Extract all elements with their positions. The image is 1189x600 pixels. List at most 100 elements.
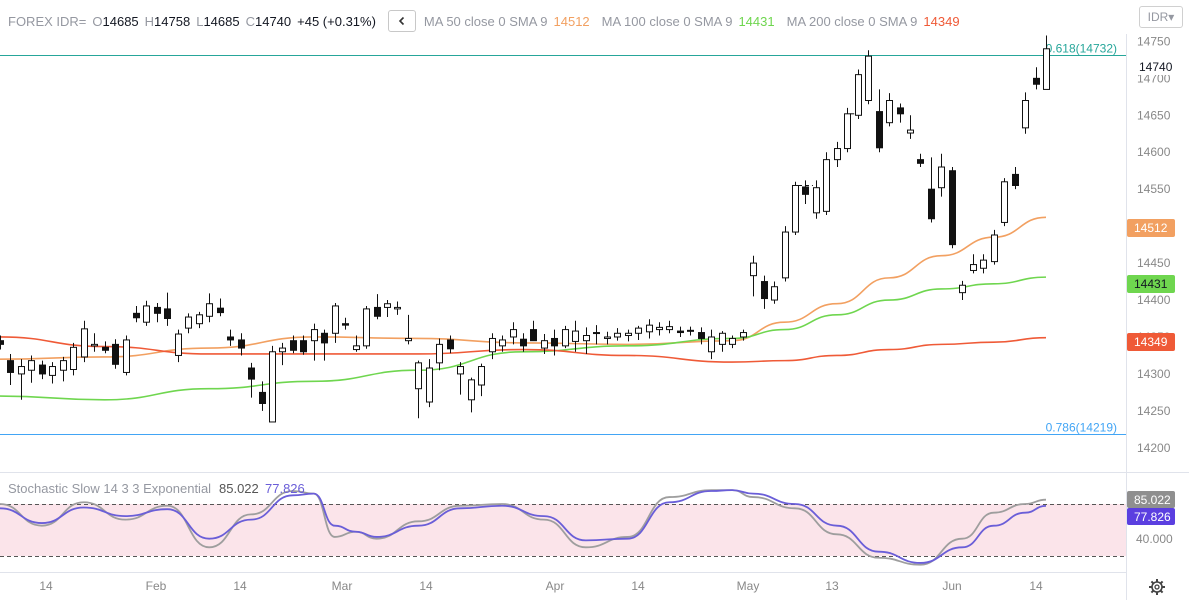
candle[interactable] [604,331,611,345]
candle[interactable] [729,335,736,349]
candle[interactable] [447,335,454,354]
candle[interactable] [279,342,286,366]
candle[interactable] [217,298,224,317]
currency-select[interactable]: IDR▾ [1139,6,1183,28]
gear-icon[interactable] [1149,579,1165,595]
candle[interactable] [363,305,370,349]
candle[interactable] [708,329,715,360]
candle[interactable] [426,359,433,408]
candle[interactable] [248,362,255,398]
candle[interactable] [917,153,924,168]
candle[interactable] [0,335,4,350]
candle[interactable] [813,180,820,219]
candle[interactable] [49,362,56,384]
candle[interactable] [782,226,789,282]
ma100-line[interactable] [0,276,1047,401]
candle[interactable] [206,293,213,323]
candle[interactable] [740,329,747,341]
candle[interactable] [81,320,88,363]
candle[interactable] [970,254,977,274]
candle[interactable] [593,325,600,345]
candle[interactable] [771,281,778,304]
stochastic-d-line[interactable] [0,489,1047,564]
candle[interactable] [625,329,632,342]
candle[interactable] [60,356,67,382]
candle[interactable] [28,355,35,383]
candle[interactable] [530,320,537,342]
candle[interactable] [980,254,987,274]
candle[interactable] [112,339,119,369]
candle[interactable] [269,345,276,423]
candle[interactable] [196,311,203,329]
candle[interactable] [876,89,883,153]
candle[interactable] [353,335,360,352]
candle[interactable] [750,255,757,297]
candle[interactable] [1022,92,1029,134]
candle[interactable] [300,335,307,355]
candle[interactable] [175,329,182,363]
candle[interactable] [321,329,328,361]
candle[interactable] [698,327,705,345]
candle[interactable] [478,363,485,397]
collapse-legend-button[interactable] [387,10,416,32]
candle[interactable] [855,69,862,119]
candle[interactable] [802,180,809,204]
candle[interactable] [70,342,77,376]
candle[interactable] [311,323,318,361]
candle[interactable] [938,153,945,197]
candle[interactable] [123,335,130,376]
candle[interactable] [1033,67,1040,90]
candle[interactable] [666,320,673,334]
candle[interactable] [39,360,46,380]
candle[interactable] [907,115,914,139]
candle[interactable] [656,322,663,336]
candle[interactable] [834,141,841,168]
candle[interactable] [238,333,245,356]
candle[interactable] [551,329,558,356]
candle[interactable] [415,360,422,419]
candle[interactable] [1043,35,1050,90]
candle[interactable] [823,152,830,216]
symbol-label[interactable]: FOREX IDR= [8,13,87,29]
candle[interactable] [185,313,192,334]
candle[interactable] [102,341,109,354]
candle[interactable] [897,103,904,123]
candle[interactable] [562,325,569,349]
candle[interactable] [687,326,694,336]
candle[interactable] [949,167,956,249]
candle[interactable] [635,325,642,340]
candle[interactable] [614,328,621,341]
candle[interactable] [227,329,234,346]
candle[interactable] [489,333,496,360]
candle[interactable] [164,292,171,326]
candle[interactable] [959,280,966,301]
ma100-label[interactable]: MA 100 close 0 SMA 9 [601,13,733,29]
candle[interactable] [719,331,726,352]
ma50-label[interactable]: MA 50 close 0 SMA 9 [423,13,548,29]
candle[interactable] [133,305,140,323]
candle[interactable] [928,157,935,223]
candle[interactable] [7,353,14,386]
candle[interactable] [342,317,349,330]
ma200-label[interactable]: MA 200 close 0 SMA 9 [786,13,918,29]
candle[interactable] [468,377,475,413]
candle[interactable] [677,326,684,337]
candle[interactable] [510,322,517,345]
candle[interactable] [405,314,412,345]
candle[interactable] [844,107,851,153]
candle[interactable] [143,300,150,326]
candle[interactable] [991,229,998,265]
candle[interactable] [91,333,98,352]
candle[interactable] [436,338,443,371]
candle[interactable] [154,302,161,323]
candle[interactable] [541,334,548,354]
ma50-line[interactable] [0,216,1047,360]
candle[interactable] [18,359,25,400]
candle[interactable] [374,294,381,320]
candle[interactable] [646,319,653,339]
candle[interactable] [332,302,339,343]
candle[interactable] [1001,178,1008,227]
candle[interactable] [1012,167,1019,190]
candle[interactable] [792,181,799,236]
